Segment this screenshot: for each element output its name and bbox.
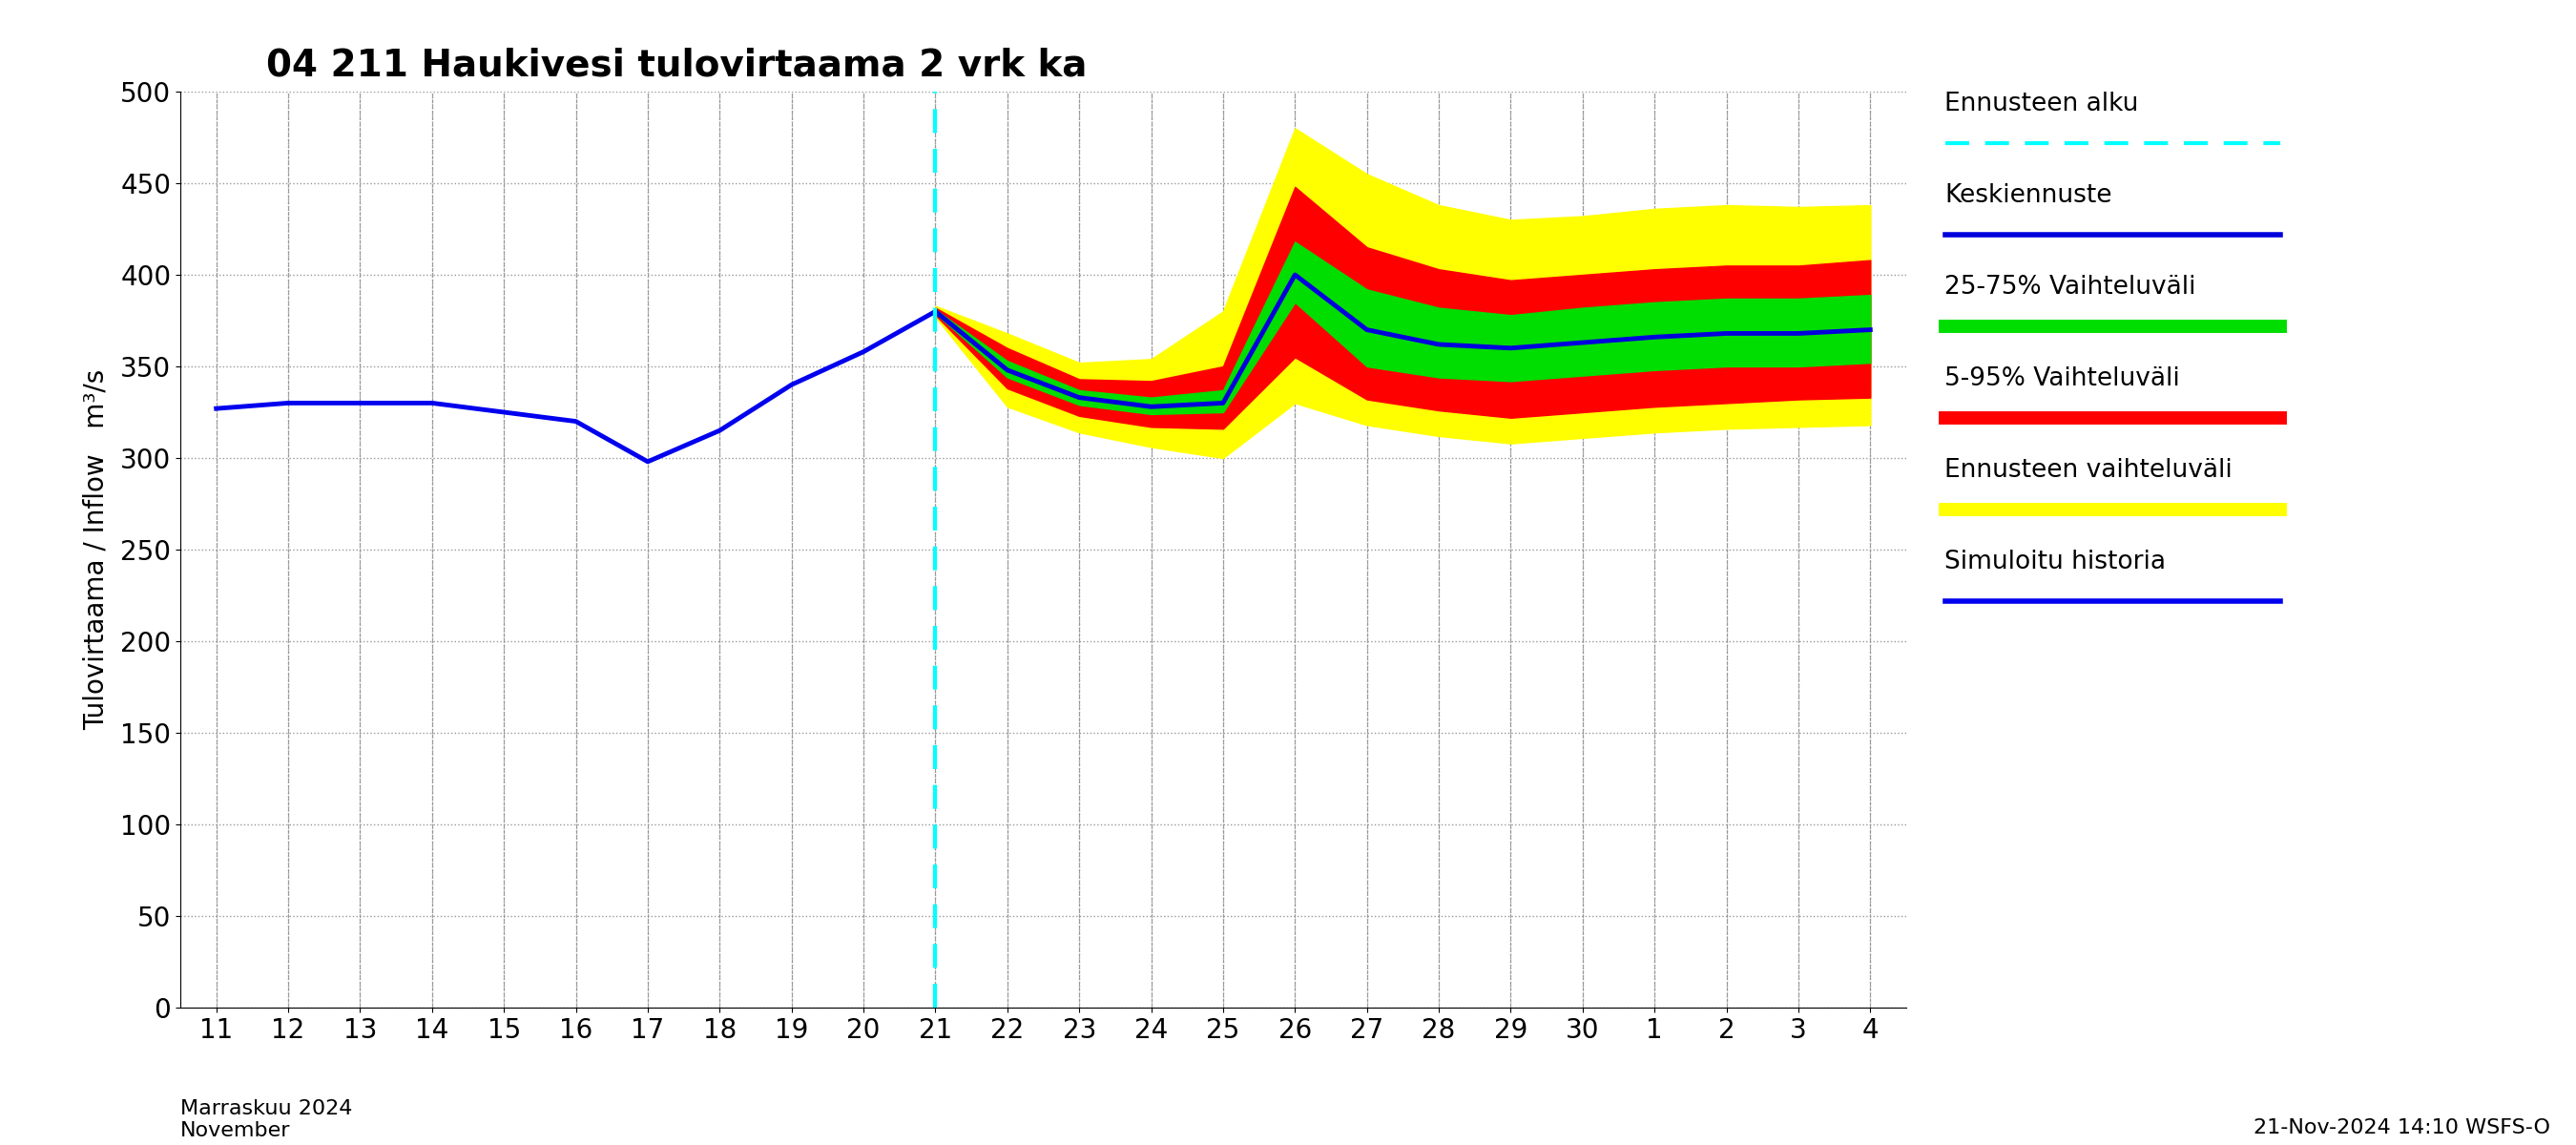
Text: Ennusteen alku: Ennusteen alku: [1945, 92, 2138, 117]
Text: 21-Nov-2024 14:10 WSFS-O: 21-Nov-2024 14:10 WSFS-O: [2254, 1119, 2550, 1137]
Text: Keskiennuste: Keskiennuste: [1945, 183, 2112, 208]
Text: 04 211 Haukivesi tulovirtaama 2 vrk ka: 04 211 Haukivesi tulovirtaama 2 vrk ka: [268, 47, 1087, 84]
Text: 5-95% Vaihteluväli: 5-95% Vaihteluväli: [1945, 366, 2179, 392]
Text: Simuloitu historia: Simuloitu historia: [1945, 550, 2166, 575]
Text: Ennusteen vaihteluväli: Ennusteen vaihteluväli: [1945, 458, 2233, 483]
Y-axis label: Tulovirtaama / Inflow   m³/s: Tulovirtaama / Inflow m³/s: [82, 369, 111, 731]
Text: Marraskuu 2024
November: Marraskuu 2024 November: [180, 1099, 353, 1140]
Text: 25-75% Vaihteluväli: 25-75% Vaihteluväli: [1945, 275, 2197, 300]
